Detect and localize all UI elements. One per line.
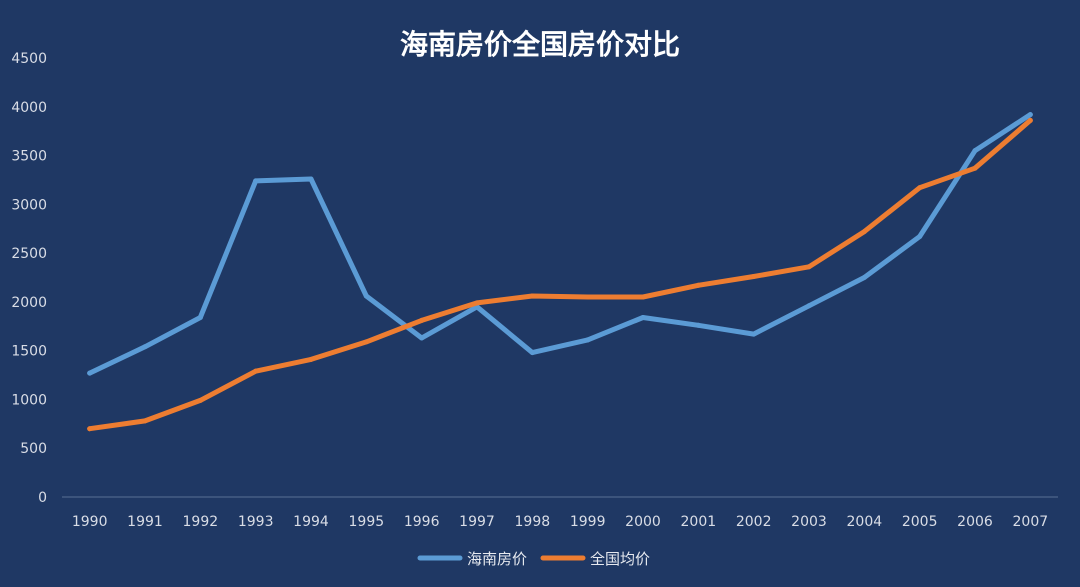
data-point — [87, 370, 93, 376]
data-point — [695, 282, 701, 288]
data-point — [87, 426, 93, 432]
data-point — [917, 234, 923, 240]
data-point — [1027, 117, 1033, 123]
x-tick-label: 2000 — [625, 514, 661, 530]
y-tick-label: 1000 — [11, 392, 47, 408]
data-point — [142, 344, 148, 350]
y-tick-label: 3000 — [11, 197, 47, 213]
data-point — [751, 274, 757, 280]
data-point — [474, 300, 480, 306]
data-point — [917, 185, 923, 191]
legend-label: 海南房价 — [467, 550, 527, 568]
y-tick-label: 500 — [20, 441, 47, 457]
x-tick-label: 1997 — [459, 514, 495, 530]
x-tick-label: 1994 — [293, 514, 329, 530]
y-tick-label: 2000 — [11, 295, 47, 311]
x-tick-label: 1993 — [238, 514, 274, 530]
y-tick-label: 4000 — [11, 100, 47, 116]
data-point — [197, 397, 203, 403]
data-point — [363, 293, 369, 299]
legend: 海南房价 全国均价 — [417, 550, 650, 568]
data-point — [419, 335, 425, 341]
y-tick-label: 0 — [38, 490, 47, 506]
data-point — [363, 339, 369, 345]
series-line-2 — [87, 117, 1033, 432]
data-point — [640, 294, 646, 300]
x-tick-label: 2001 — [681, 514, 717, 530]
series-layer — [87, 112, 1033, 432]
x-tick-label: 1999 — [570, 514, 606, 530]
data-point — [751, 331, 757, 337]
x-tick-label: 2007 — [1013, 514, 1049, 530]
x-axis-ticks: 1990 1991 1992 1993 1994 1995 1996 1997 1998 1999… — [72, 514, 1048, 530]
data-point — [529, 293, 535, 299]
y-tick-label: 1500 — [11, 344, 47, 360]
data-point — [197, 314, 203, 320]
x-tick-label: 1992 — [183, 514, 219, 530]
data-point — [585, 337, 591, 343]
data-point — [972, 165, 978, 171]
data-point — [142, 418, 148, 424]
data-point — [806, 303, 812, 309]
data-point — [253, 368, 259, 374]
x-tick-label: 2002 — [736, 514, 772, 530]
x-tick-label: 1996 — [404, 514, 440, 530]
data-point — [1027, 112, 1033, 118]
data-point — [861, 229, 867, 235]
data-point — [806, 264, 812, 270]
x-tick-label: 1990 — [72, 514, 108, 530]
y-tick-label: 2500 — [11, 246, 47, 262]
data-point — [308, 176, 314, 182]
data-point — [695, 322, 701, 328]
data-point — [419, 317, 425, 323]
data-point — [585, 294, 591, 300]
data-point — [308, 356, 314, 362]
y-tick-label: 4500 — [11, 51, 47, 67]
y-axis-ticks: 0 500 1000 1500 2000 2500 3000 3500 4000 4500 — [11, 51, 47, 506]
x-tick-label: 2003 — [791, 514, 827, 530]
x-tick-label: 1995 — [349, 514, 385, 530]
y-tick-label: 3500 — [11, 149, 47, 165]
data-point — [861, 275, 867, 280]
series-line-1 — [87, 112, 1033, 376]
legend-label: 全国均价 — [590, 550, 650, 568]
data-point — [529, 350, 535, 356]
data-point — [253, 178, 259, 184]
data-point — [640, 314, 646, 320]
x-tick-label: 1991 — [127, 514, 163, 530]
x-tick-label: 2005 — [902, 514, 938, 530]
data-point — [972, 148, 978, 154]
x-tick-label: 1998 — [515, 514, 551, 530]
chart-title: 海南房价全国房价对比 — [400, 28, 680, 61]
x-tick-label: 2004 — [847, 514, 883, 530]
x-tick-label: 2006 — [957, 514, 993, 530]
